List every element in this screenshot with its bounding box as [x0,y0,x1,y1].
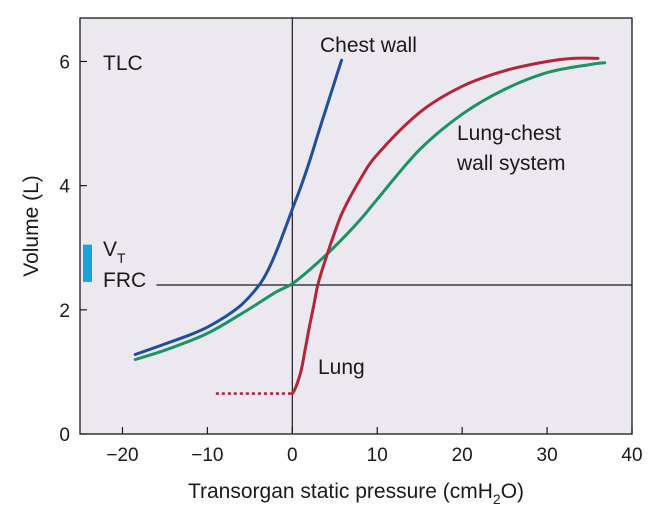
x-axis-title-main: Transorgan static pressure (cmH [188,480,493,503]
y-axis-title: Volume (L) [20,175,43,277]
annotation-chest-wall: Chest wall [320,34,417,57]
y-tick-label: 4 [59,177,70,198]
y-tick-label: 2 [59,301,70,322]
series-lung-line [290,56,600,396]
reference-lines [156,18,632,434]
annotation-vt-sub: T [117,250,126,266]
plot-frame [79,17,633,435]
y-tick-label: 0 [59,425,70,446]
x-tick-label: 30 [537,445,558,466]
annotation-vt: VT [103,238,126,266]
series-layer [133,56,607,396]
x-tick-label: 40 [621,445,642,466]
annotation-frc: FRC [103,269,146,292]
annotation-system-line-1: Lung-chest [457,122,561,145]
x-tick-label: 10 [367,445,388,466]
annotation-lung: Lung [318,356,365,379]
annotation-system-line-2: wall system [456,152,566,175]
series-chest-wall-line [133,58,344,356]
y-tick-label: 6 [59,52,70,73]
x-tick-label: 20 [452,445,473,466]
tidal-volume-bar [83,244,92,282]
x-tick-label: 0 [287,445,298,466]
x-axis-title-sub: 2 [493,491,501,507]
axis-ticks: −20 −10 0 10 20 30 40 0 2 4 6 [59,52,642,466]
series-lung-chest-wall-system-line [133,61,607,361]
annotation-tlc: TLC [103,52,143,75]
x-tick-label: −10 [191,445,223,466]
x-axis-title-end: O) [501,480,524,503]
annotation-vt-main: V [103,238,117,261]
x-tick-label: −20 [106,445,138,466]
x-axis-title: Transorgan static pressure (cmH2O) [188,480,524,507]
